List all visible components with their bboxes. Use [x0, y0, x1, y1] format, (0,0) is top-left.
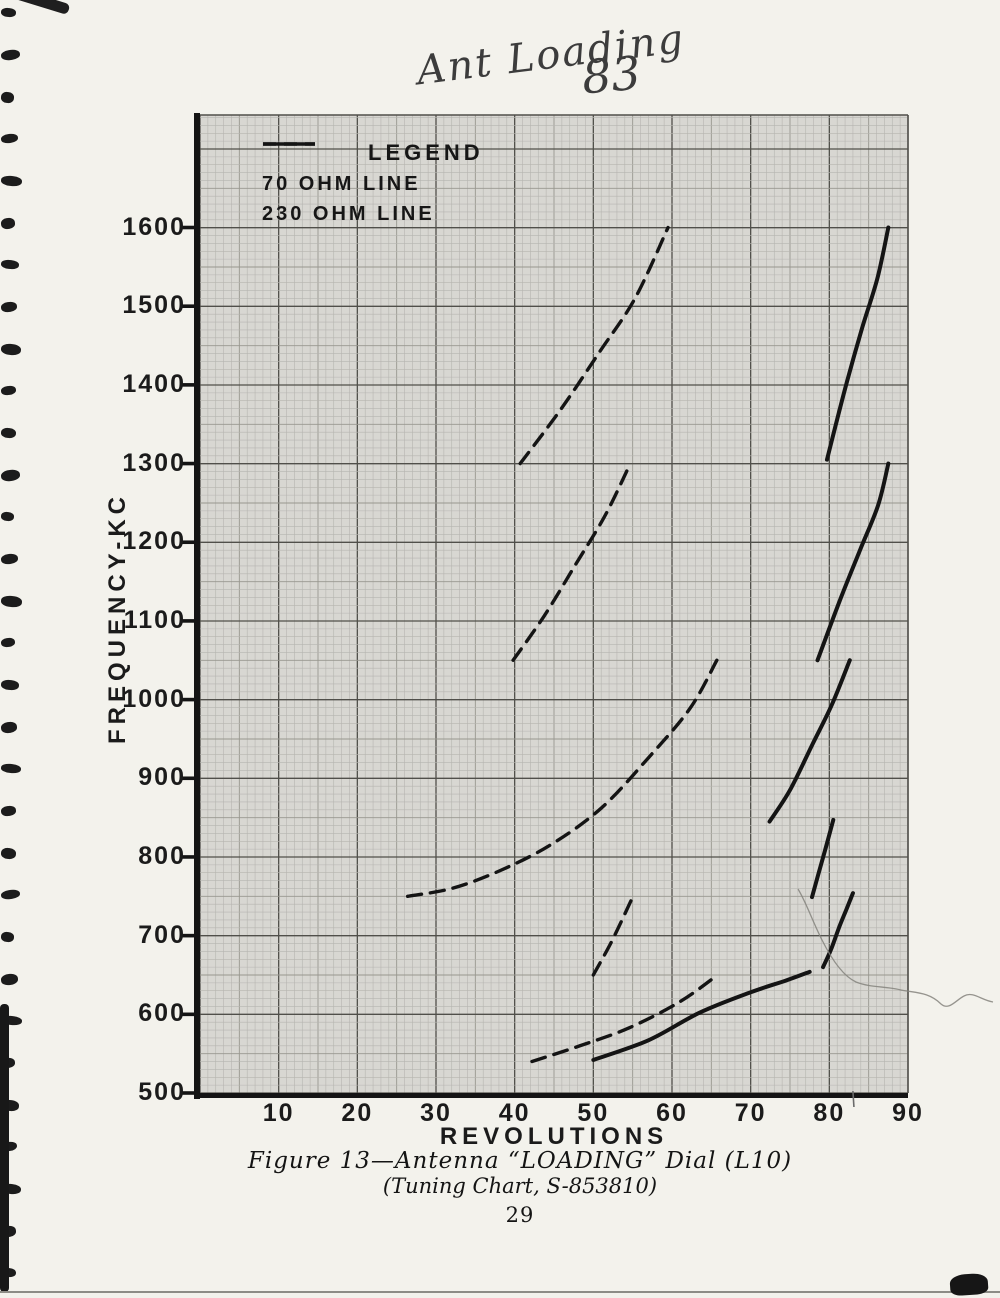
- y-tick-label: 800: [138, 841, 186, 870]
- handwritten-dial-number: 83: [579, 45, 643, 105]
- x-tick-label: 80: [813, 1099, 846, 1127]
- curve-70-ohm-line: [810, 817, 836, 900]
- binding-hole-mark: [0, 847, 17, 860]
- curve-230-ohm-line: [591, 895, 635, 977]
- page-number: 29: [505, 1203, 535, 1227]
- page-bottom-edge: [0, 1291, 1000, 1293]
- legend-title: LEGEND: [368, 140, 484, 165]
- dashed-line-icon: [263, 142, 315, 146]
- curve-230-ohm-line: [518, 225, 670, 466]
- curve-70-ohm-line: [824, 225, 891, 462]
- left-edge-smudge: [0, 1004, 9, 1292]
- y-tick-label: 500: [138, 1078, 186, 1106]
- curve-70-ohm-line: [767, 658, 852, 824]
- legend-label: 230 OHM LINE: [262, 202, 435, 225]
- y-tick-label: 1500: [122, 291, 186, 320]
- figure-subcaption: (Tuning Chart, S-853810): [382, 1174, 658, 1198]
- x-tick-label: 20: [341, 1099, 374, 1127]
- binding-hole-mark: [0, 931, 15, 943]
- x-axis-title: REVOLUTIONS: [439, 1123, 669, 1150]
- y-tick-label: 1600: [122, 212, 186, 241]
- x-tick-label: 70: [734, 1099, 767, 1127]
- y-tick-label: 700: [138, 920, 186, 949]
- y-tick-label: 900: [138, 763, 186, 792]
- y-tick-label: 1300: [122, 448, 186, 477]
- x-tick-label: 30: [420, 1099, 452, 1127]
- y-tick-label: 1000: [122, 684, 186, 713]
- y-tick-label: 1200: [122, 527, 186, 556]
- y-tick-label: 600: [138, 999, 186, 1028]
- x-tick-label: 40: [498, 1099, 531, 1127]
- curve-70-ohm-line: [821, 891, 855, 970]
- x-tick-label: 90: [892, 1099, 924, 1127]
- curve-70-ohm-line: [815, 461, 891, 663]
- curve-230-ohm-line: [511, 461, 633, 662]
- binding-hole-mark: [0, 511, 15, 522]
- chart-legend: LEGEND 70 OHM LINE 230 OHM LINE: [262, 140, 484, 226]
- legend-entry-230ohm: 230 OHM LINE: [262, 142, 484, 226]
- x-tick-label: 50: [577, 1099, 610, 1127]
- curve-230-ohm-line: [530, 973, 720, 1064]
- x-tick-label: 60: [656, 1099, 688, 1127]
- binding-hole-mark: [0, 427, 17, 439]
- bottom-right-ink-blob: [949, 1272, 989, 1297]
- y-tick-label: 1100: [123, 605, 186, 634]
- curve-70-ohm-line: [591, 969, 812, 1062]
- legend-entry-70ohm: 70 OHM LINE: [262, 142, 484, 196]
- legend-label: 70 OHM LINE: [262, 172, 421, 195]
- y-tick-label: 1400: [122, 369, 186, 398]
- figure-caption: Figure 13—Antenna “LOADING” Dial (L10): [247, 1148, 793, 1174]
- curve-230-ohm-line: [405, 658, 719, 898]
- x-tick-label: 10: [262, 1099, 295, 1127]
